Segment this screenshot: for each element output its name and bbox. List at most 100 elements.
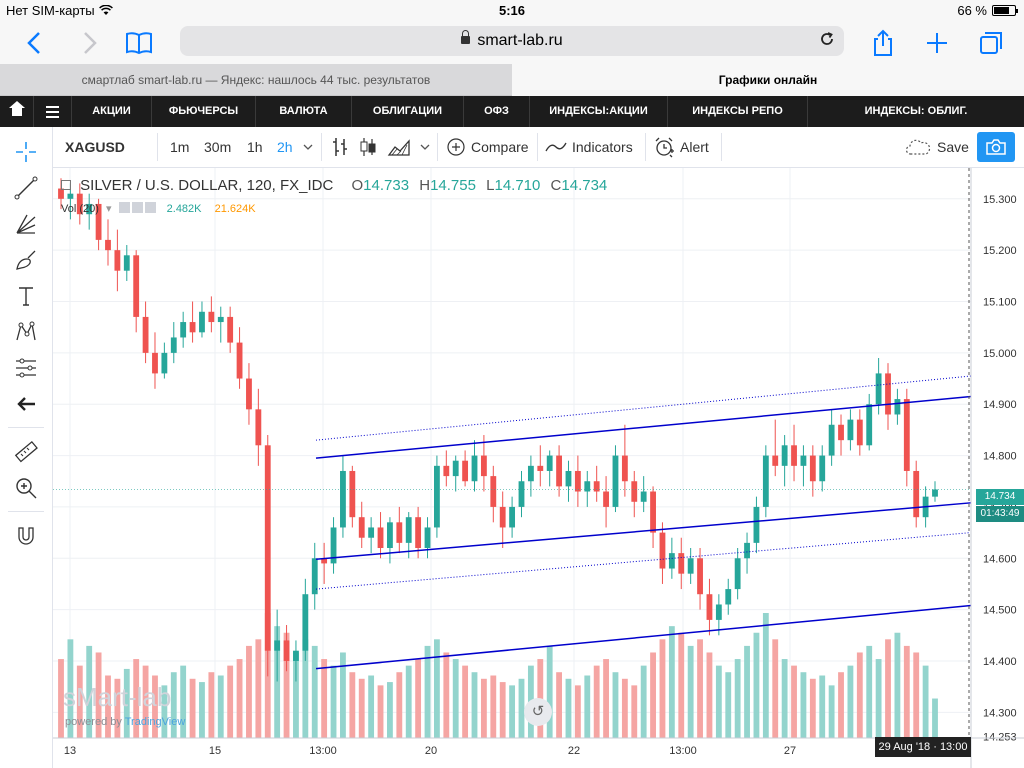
candle-body: [866, 404, 873, 446]
interval-1m[interactable]: 1m: [170, 139, 190, 155]
home-button[interactable]: [0, 96, 34, 127]
volume-bar: [706, 652, 713, 738]
prediction-icon[interactable]: [11, 353, 41, 383]
volume-bar: [189, 678, 196, 738]
trend-line-icon[interactable]: [11, 173, 41, 203]
interval-2h[interactable]: 2h: [277, 139, 293, 155]
volume-dropdown-icon[interactable]: ▾: [105, 203, 112, 215]
volume-bar: [349, 672, 356, 738]
tab-smartlab-search[interactable]: смартлаб smart-lab.ru — Яндекс: нашлось …: [0, 64, 512, 96]
replay-icon[interactable]: ↺: [524, 698, 552, 726]
back-arrow-icon[interactable]: [11, 389, 41, 419]
indicators-icon: [545, 142, 567, 152]
menu-item-stock-indices[interactable]: ИНДЕКСЫ:АКЦИИ: [530, 96, 668, 127]
volume-bar: [302, 639, 309, 738]
menu-burger-icon[interactable]: [34, 96, 72, 127]
new-tab-icon[interactable]: [920, 26, 954, 60]
area-chart-icon[interactable]: [387, 127, 411, 167]
menu-item-stocks[interactable]: АКЦИИ: [72, 96, 152, 127]
volume-bar: [819, 675, 826, 738]
tabs-overview-icon[interactable]: [974, 26, 1008, 60]
text-icon[interactable]: [11, 281, 41, 311]
snapshot-button[interactable]: [977, 132, 1015, 162]
candle-body: [133, 255, 140, 317]
magnet-icon[interactable]: [11, 521, 41, 551]
channel-line-lower: [315, 604, 972, 670]
price-chart[interactable]: 13 15 13:00 20 22 13:00 27 15.300 15.200 15.100 15…: [53, 168, 1024, 768]
volume-bar: [697, 639, 703, 738]
volume-legend: Vol (20) ▾ 2.482K 21.624K: [61, 202, 256, 215]
countdown-tag: 01:43:49: [976, 506, 1024, 522]
candle-body: [236, 342, 243, 379]
candle-body: [180, 322, 187, 338]
candle-body: [903, 399, 910, 471]
candle-body: [255, 409, 262, 446]
alert-label: Alert: [680, 139, 709, 155]
candle-body: [311, 558, 318, 595]
chart-pane[interactable]: 13 15 13:00 20 22 13:00 27 15.300 15.200 15.100 15…: [53, 168, 1024, 768]
reload-icon[interactable]: [818, 30, 836, 53]
bookmarks-icon[interactable]: [122, 26, 156, 60]
chart-type-chevron-down-icon[interactable]: [420, 127, 430, 167]
intervals-chevron-down-icon[interactable]: [303, 127, 313, 167]
candle-body: [274, 640, 281, 651]
candle-body: [152, 352, 158, 374]
legend-high: 14.755: [430, 177, 476, 194]
menu-item-ofz[interactable]: ОФЗ: [464, 96, 530, 127]
candle-body: [443, 465, 450, 477]
volume-bar: [631, 685, 638, 738]
eye-icon[interactable]: [118, 202, 130, 213]
zoom-in-icon[interactable]: [11, 473, 41, 503]
symbol-search[interactable]: XAGUSD: [65, 139, 125, 155]
candles-icon[interactable]: [359, 127, 377, 167]
save-button[interactable]: Save: [905, 127, 969, 167]
volume-bar: [424, 645, 431, 738]
volume-bar: [471, 672, 478, 738]
menu-item-repo-indices[interactable]: ИНДЕКСЫ РЕПО: [668, 96, 808, 127]
address-bar[interactable]: smart-lab.ru: [180, 26, 844, 56]
alert-button[interactable]: Alert: [653, 127, 709, 167]
gann-fan-icon[interactable]: [11, 209, 41, 239]
volume-bar: [744, 645, 750, 738]
volume-bar: [133, 659, 140, 738]
pattern-icon[interactable]: [11, 317, 41, 347]
close-icon[interactable]: [144, 202, 156, 213]
compare-button[interactable]: Compare: [446, 127, 529, 167]
candle-body: [227, 316, 234, 343]
menu-item-bonds[interactable]: ОБЛИГАЦИИ: [352, 96, 464, 127]
interval-30m[interactable]: 30m: [204, 139, 232, 155]
volume-bar: [715, 665, 722, 738]
crosshair-icon[interactable]: [11, 137, 41, 167]
candle-body: [856, 419, 863, 446]
candle-body: [340, 470, 346, 528]
candle-body: [208, 311, 215, 323]
volume-bar: [668, 626, 675, 738]
brush-icon[interactable]: [11, 245, 41, 275]
ruler-icon[interactable]: [11, 437, 41, 467]
candle-body: [687, 558, 694, 574]
interval-1h[interactable]: 1h: [247, 139, 263, 155]
volume-bar: [913, 652, 920, 738]
candle-body: [574, 470, 581, 492]
share-icon[interactable]: [866, 26, 900, 60]
legend-high-label: H: [419, 177, 431, 194]
smartlab-watermark: sMart-lab: [63, 682, 172, 712]
volume-bar: [828, 685, 835, 738]
gear-icon[interactable]: [131, 202, 143, 213]
forward-icon[interactable]: [72, 26, 106, 60]
bars-icon[interactable]: [331, 127, 349, 167]
menu-item-bond-indices[interactable]: ИНДЕКСЫ: ОБЛИГ.: [864, 105, 968, 117]
url-text: smart-lab.ru: [477, 32, 563, 49]
candle-body: [838, 424, 844, 441]
candle-body: [189, 322, 196, 333]
menu-item-currency[interactable]: ВАЛЮТА: [256, 96, 352, 127]
legend-collapse-icon[interactable]: [61, 180, 71, 190]
volume-bar: [415, 659, 422, 738]
volume-bar: [894, 632, 901, 738]
tab-charts-online[interactable]: Графики онлайн: [512, 64, 1024, 96]
back-icon[interactable]: [18, 26, 52, 60]
volume-bar: [227, 665, 234, 738]
indicators-button[interactable]: Indicators: [545, 127, 633, 167]
volume-bar: [208, 672, 215, 738]
menu-item-futures[interactable]: ФЬЮЧЕРСЫ: [152, 96, 256, 127]
